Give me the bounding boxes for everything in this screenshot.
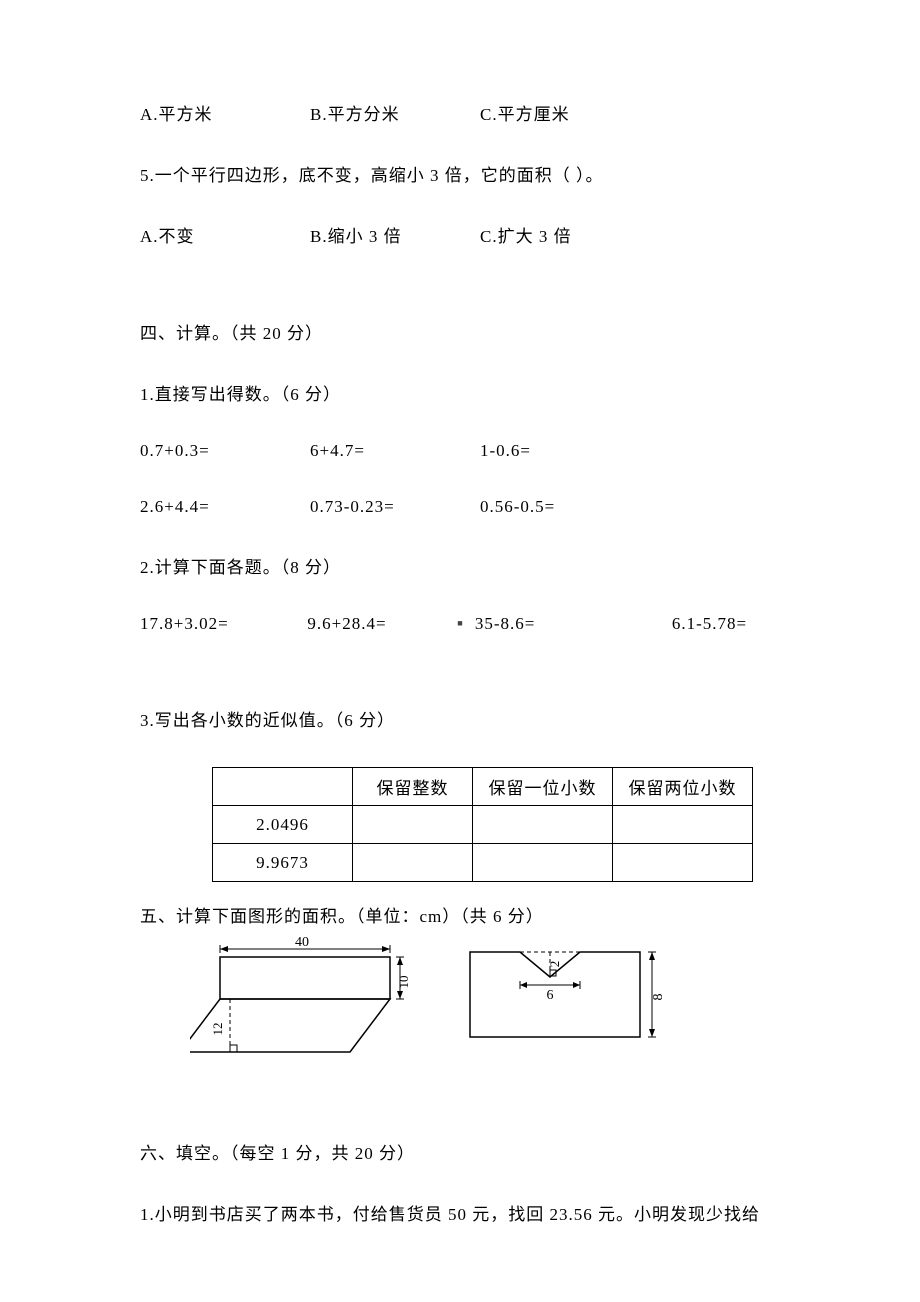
eq: 17.8+3.02= (140, 614, 307, 634)
th-keep-int: 保留整数 (353, 768, 473, 806)
approx-title: 3.写出各小数的近似值。（6 分） (140, 706, 790, 731)
td-blank (473, 844, 613, 882)
page-mark-icon: ■ (457, 618, 462, 628)
s4-p1-title: 1.直接写出得数。（6 分） (140, 380, 790, 405)
th-keep-2dp: 保留两位小数 (613, 768, 753, 806)
svg-text:2: 2 (547, 961, 562, 968)
q5-choice-a: A.不变 (140, 222, 310, 247)
s6-q1: 1.小明到书店买了两本书，付给售货员 50 元，找回 23.56 元。小明发现少… (140, 1200, 790, 1225)
td-blank (353, 844, 473, 882)
eq: 9.6+28.4= (307, 614, 474, 634)
s4-p1-row1: 0.7+0.3= 6+4.7= 1-0.6= (140, 441, 790, 461)
s4-p1-row2: 2.6+4.4= 0.73-0.23= 0.56-0.5= (140, 497, 790, 517)
eq: 2.6+4.4= (140, 497, 310, 517)
svg-text:8: 8 (651, 994, 666, 1001)
td-blank (613, 844, 753, 882)
eq: 6.1-5.78= (672, 614, 790, 634)
section5-title: 五、计算下面图形的面积。（单位：cm）（共 6 分） (140, 902, 790, 927)
td-num1: 2.0496 (213, 806, 353, 844)
figures-row: 40 10 12 2 6 (190, 937, 790, 1067)
table-row: 2.0496 (213, 806, 753, 844)
th-keep-1dp: 保留一位小数 (473, 768, 613, 806)
q4-choice-a: A.平方米 (140, 100, 310, 125)
td-blank (473, 806, 613, 844)
eq: 35-8.6= (475, 614, 672, 634)
q4-choice-c: C.平方厘米 (480, 100, 650, 125)
th-blank (213, 768, 353, 806)
q5-choice-b: B.缩小 3 倍 (310, 222, 480, 247)
td-blank (353, 806, 473, 844)
eq: 0.7+0.3= (140, 441, 310, 461)
section4-title: 四、计算。（共 20 分） (140, 319, 790, 344)
s4-p2-title: 2.计算下面各题。（8 分） (140, 553, 790, 578)
eq: 0.56-0.5= (480, 497, 650, 517)
td-blank (613, 806, 753, 844)
q5-choices: A.不变 B.缩小 3 倍 C.扩大 3 倍 (140, 222, 790, 247)
figure-2: 2 6 8 (460, 937, 680, 1057)
table-row: 保留整数 保留一位小数 保留两位小数 (213, 768, 753, 806)
section6-title: 六、填空。（每空 1 分，共 20 分） (140, 1139, 790, 1164)
q4-choices: A.平方米 B.平方分米 C.平方厘米 (140, 100, 790, 125)
s4-p2-row: 17.8+3.02= 9.6+28.4= 35-8.6= 6.1-5.78= (140, 614, 790, 634)
q4-choice-b: B.平方分米 (310, 100, 480, 125)
td-num2: 9.9673 (213, 844, 353, 882)
svg-text:6: 6 (547, 988, 554, 1003)
figure-1: 40 10 12 (190, 937, 420, 1067)
eq: 6+4.7= (310, 441, 480, 461)
svg-text:12: 12 (210, 1023, 225, 1036)
svg-text:10: 10 (396, 976, 411, 989)
approx-table: 保留整数 保留一位小数 保留两位小数 2.0496 9.9673 (212, 767, 753, 882)
svg-text:40: 40 (295, 937, 309, 950)
q5-stem: 5.一个平行四边形，底不变，高缩小 3 倍，它的面积（ ）。 (140, 161, 790, 186)
table-row: 9.9673 (213, 844, 753, 882)
eq: 0.73-0.23= (310, 497, 480, 517)
q5-choice-c: C.扩大 3 倍 (480, 222, 650, 247)
eq: 1-0.6= (480, 441, 650, 461)
